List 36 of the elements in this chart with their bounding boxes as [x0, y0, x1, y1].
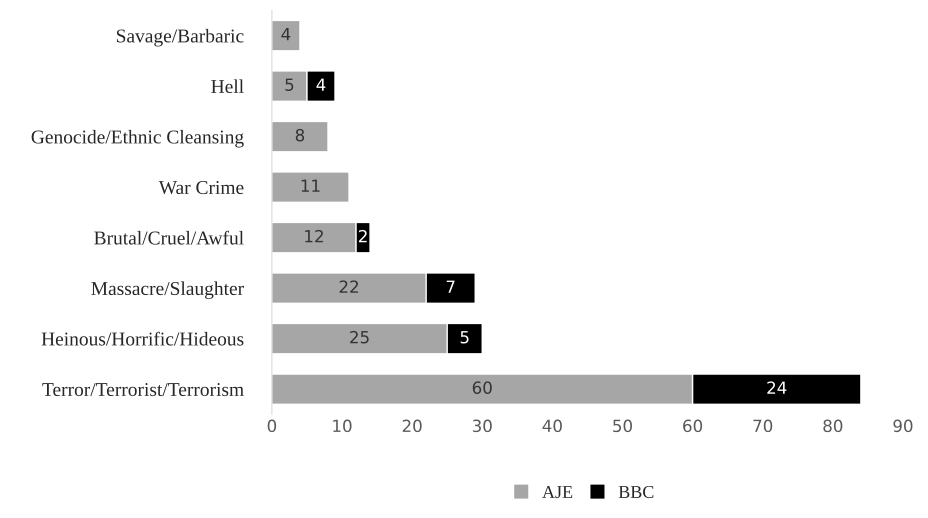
data-label: 7	[446, 280, 455, 293]
bar	[272, 120, 329, 152]
y-tick-label: Hell	[211, 79, 244, 94]
y-tick-label: Heinous/Horrific/Hideous	[42, 332, 244, 346]
data-label: 24	[767, 381, 786, 394]
data-label: 2	[358, 230, 367, 242]
x-tick-label: 10	[333, 420, 352, 432]
bar	[272, 171, 350, 203]
bar	[272, 20, 301, 52]
legend-label: AJE	[542, 486, 572, 498]
data-label: 8	[296, 128, 304, 142]
data-label: 25	[350, 330, 369, 344]
x-tick-label: 0	[268, 420, 276, 432]
data-label: 4	[281, 28, 290, 40]
data-label: 5	[285, 78, 294, 91]
x-tick-label: 90	[893, 420, 912, 432]
x-tick-label: 30	[472, 420, 492, 432]
data-label: 60	[472, 381, 492, 394]
legend-label: BBC	[618, 486, 654, 498]
data-label: 22	[340, 280, 358, 293]
data-label: 4	[316, 78, 326, 91]
y-tick-label: War Crime	[158, 181, 244, 194]
x-tick-label: 50	[613, 420, 632, 432]
y-tick-label: Massacre/Slaughter	[91, 281, 244, 300]
x-tick-label: 60	[683, 420, 702, 432]
x-tick-label: 80	[823, 420, 842, 432]
y-tick-label: Genocide/Ethnic Cleansing	[32, 130, 244, 148]
x-tick-label: 70	[753, 420, 772, 432]
y-tick-label: Savage/Barbaric	[116, 28, 244, 47]
data-label: 11	[302, 180, 320, 192]
x-tick-label: 40	[542, 420, 562, 432]
y-tick-label: Terror/Terrorist/Terrorism	[42, 383, 244, 396]
data-label: 5	[460, 331, 469, 344]
x-tick-label: 20	[402, 420, 422, 432]
y-tick-label: Brutal/Cruel/Awful	[94, 230, 244, 245]
data-label: 12	[305, 230, 323, 242]
